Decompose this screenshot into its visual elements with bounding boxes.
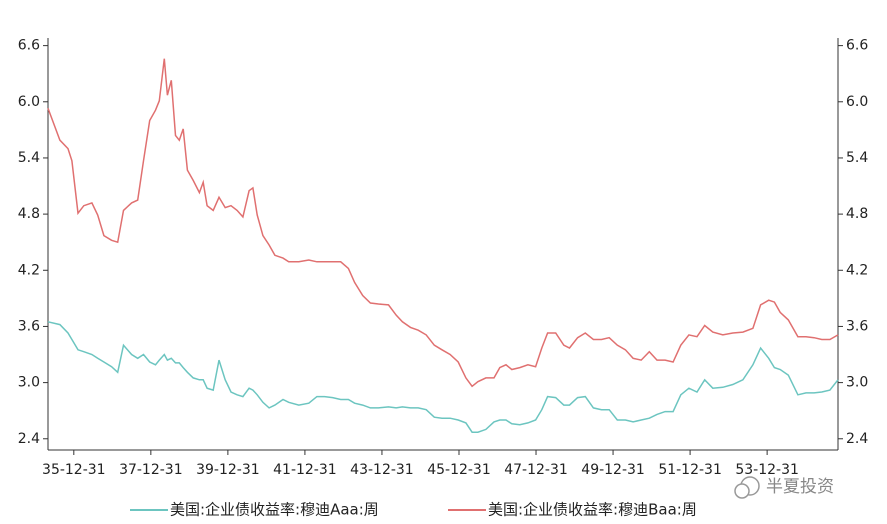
y-tick-label: 5.4 bbox=[18, 150, 40, 166]
y-tick-label: 6.6 bbox=[18, 38, 40, 54]
y2-tick-label: 5.4 bbox=[846, 150, 868, 166]
x-tick-label: 43-12-31 bbox=[350, 462, 414, 478]
y2-tick-label: 3.0 bbox=[846, 375, 868, 391]
legend-label: 美国:企业债收益率:穆迪Baa:周 bbox=[488, 501, 697, 519]
x-tick-label: 41-12-31 bbox=[273, 462, 337, 478]
y-tick-label: 6.0 bbox=[18, 94, 40, 110]
series-line bbox=[47, 321, 839, 433]
x-tick-label: 37-12-31 bbox=[119, 462, 183, 478]
y-tick-label: 4.8 bbox=[18, 206, 40, 222]
x-tick-label: 53-12-31 bbox=[735, 462, 799, 478]
y2-tick-label: 6.0 bbox=[846, 94, 868, 110]
y-tick-label: 2.4 bbox=[18, 431, 40, 447]
series-line bbox=[47, 58, 839, 388]
x-tick-label: 47-12-31 bbox=[504, 462, 568, 478]
x-tick-label: 51-12-31 bbox=[658, 462, 722, 478]
y-tick-label: 4.2 bbox=[18, 262, 40, 278]
watermark: 半夏投资 bbox=[734, 476, 834, 499]
x-tick-label: 45-12-31 bbox=[427, 462, 491, 478]
legend-label: 美国:企业债收益率:穆迪Aaa:周 bbox=[170, 501, 379, 519]
x-tick-label: 39-12-31 bbox=[196, 462, 260, 478]
x-tick-label: 35-12-31 bbox=[42, 462, 106, 478]
y2-tick-label: 4.8 bbox=[846, 206, 868, 222]
watermark-text: 半夏投资 bbox=[766, 477, 834, 497]
x-tick-label: 49-12-31 bbox=[581, 462, 645, 478]
y2-tick-label: 3.6 bbox=[846, 318, 868, 334]
y-tick-label: 3.0 bbox=[18, 375, 40, 391]
y2-tick-label: 6.6 bbox=[846, 38, 868, 54]
y2-tick-label: 2.4 bbox=[846, 431, 868, 447]
y2-tick-label: 4.2 bbox=[846, 262, 868, 278]
y-tick-label: 3.6 bbox=[18, 318, 40, 334]
